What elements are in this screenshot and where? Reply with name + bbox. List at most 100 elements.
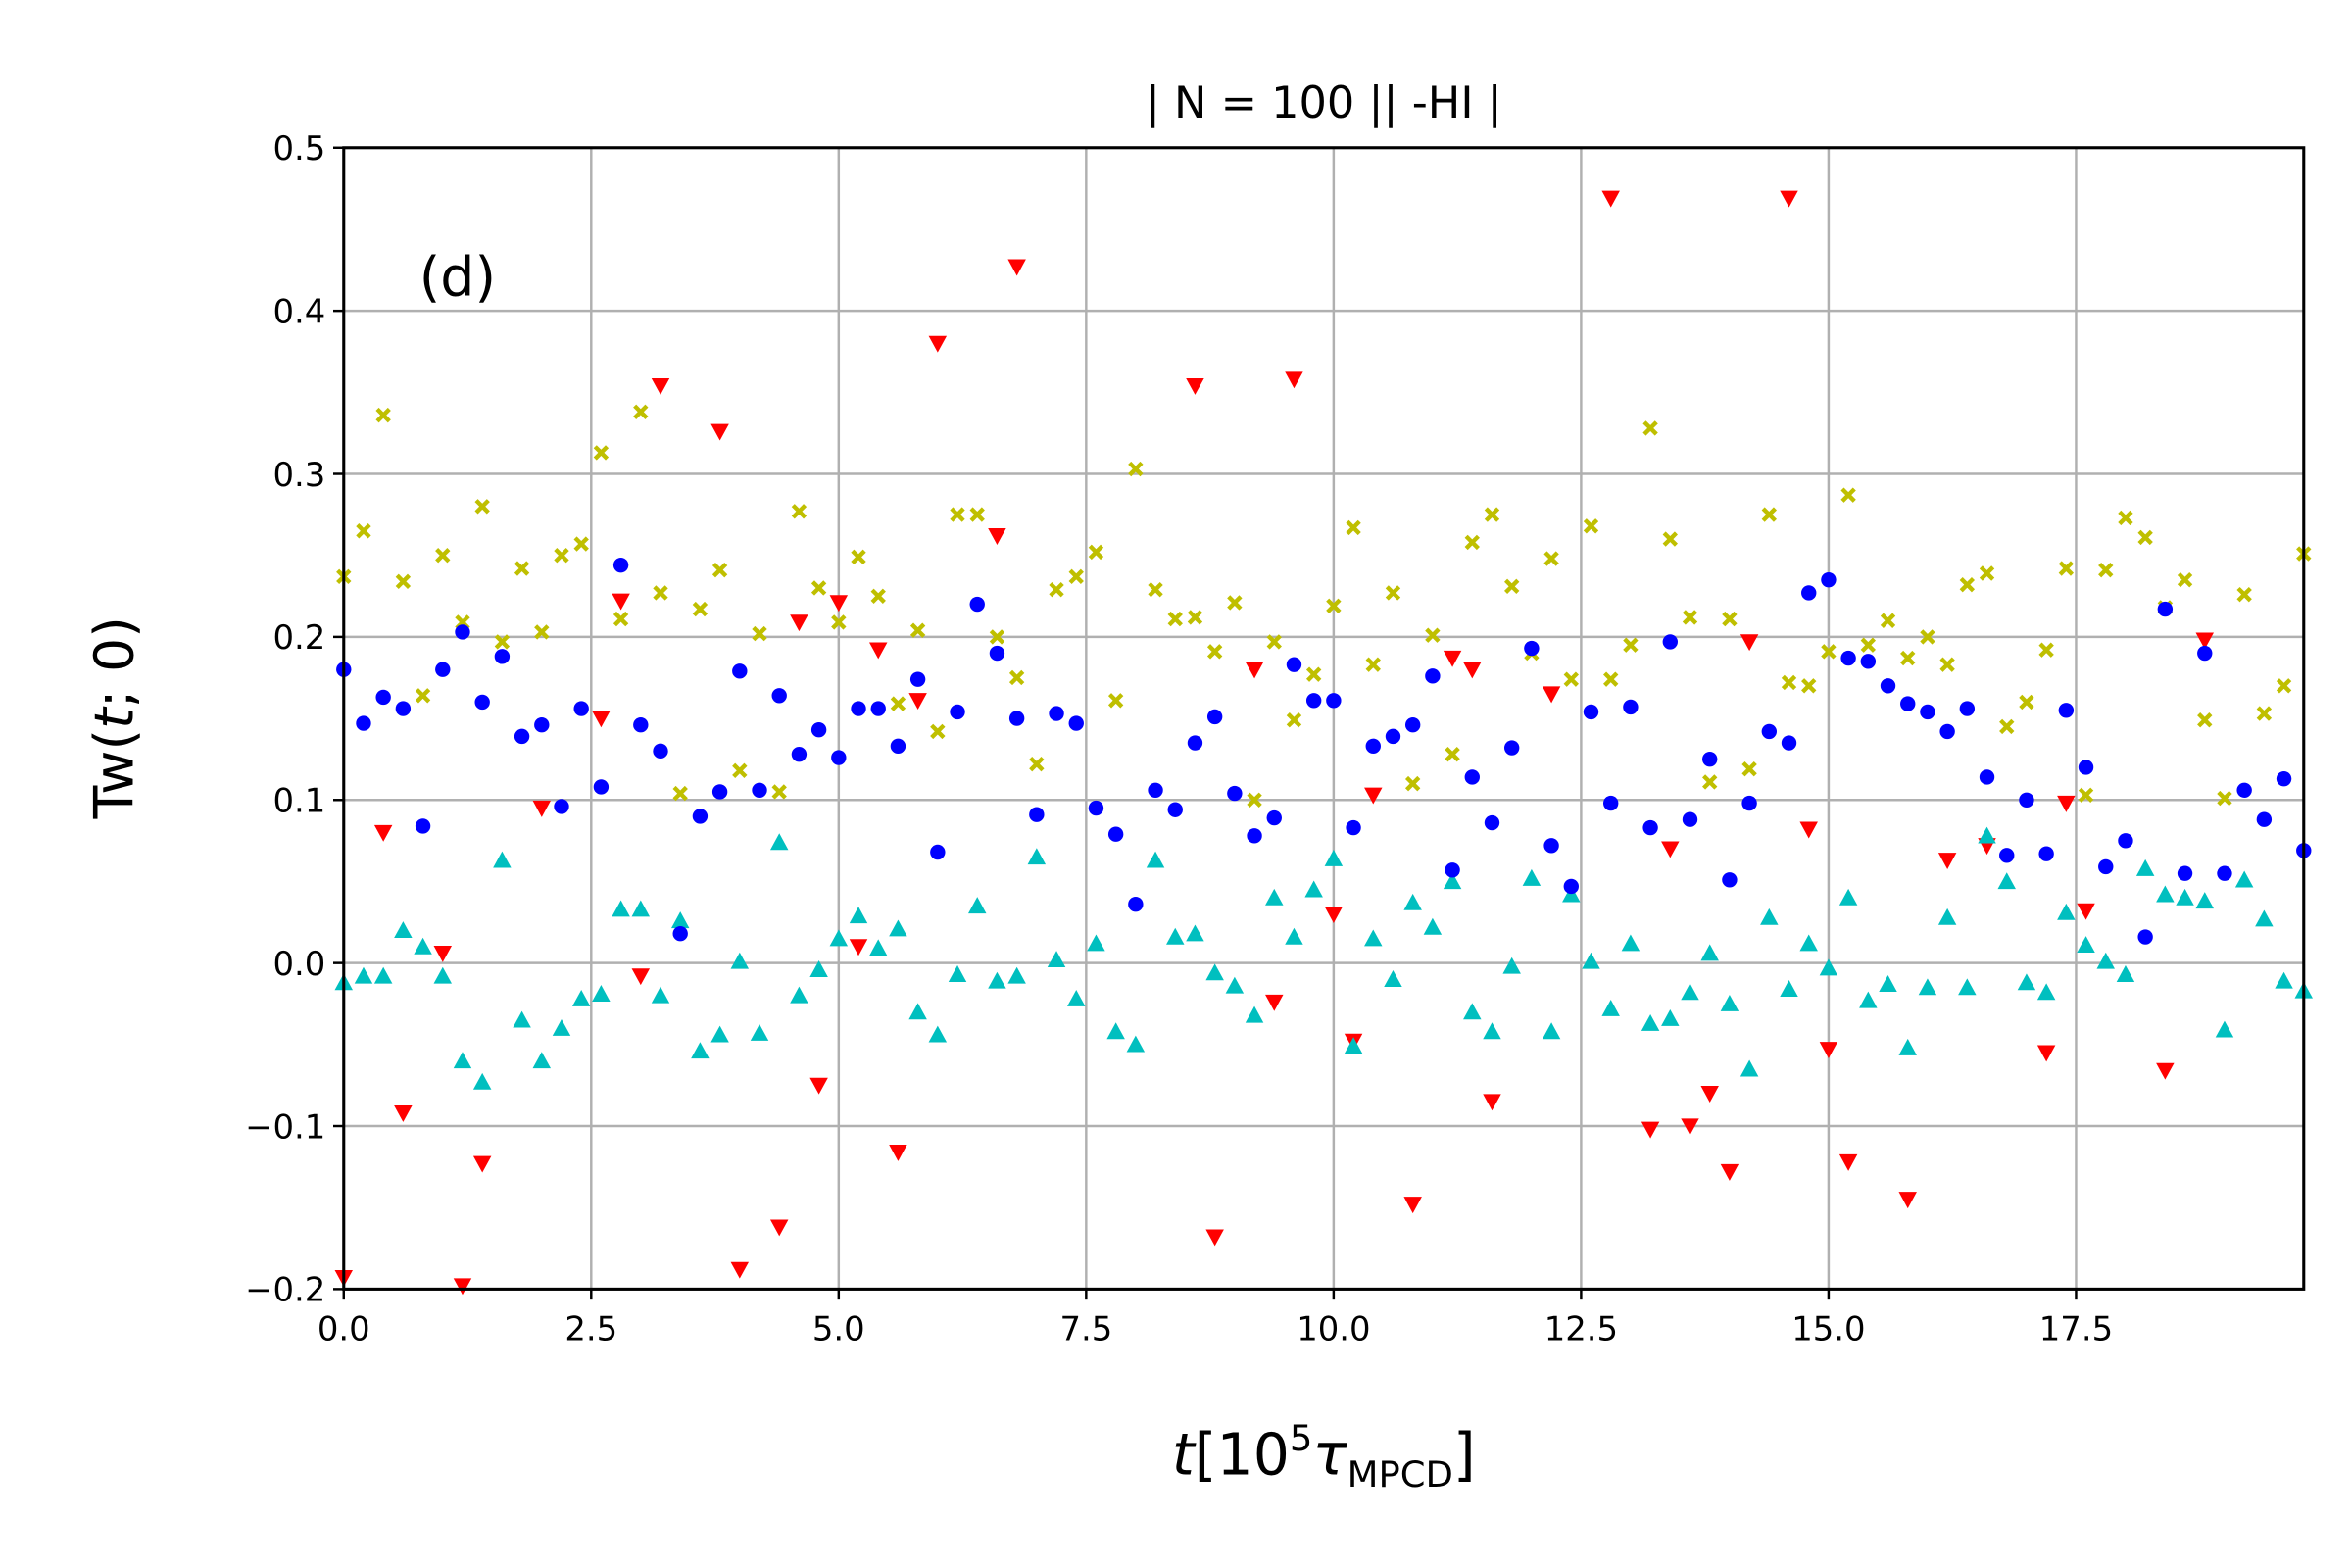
point	[1503, 578, 1520, 595]
point	[1920, 629, 1936, 645]
point	[433, 945, 453, 962]
point	[950, 507, 965, 522]
point	[1542, 686, 1561, 704]
point	[653, 743, 668, 760]
point	[2036, 1045, 2056, 1062]
point	[730, 1261, 750, 1279]
point	[969, 507, 985, 522]
point	[1761, 507, 1778, 522]
point	[1365, 657, 1381, 672]
point	[1126, 1035, 1146, 1053]
point	[908, 693, 927, 710]
point	[1900, 650, 1916, 666]
point	[1166, 927, 1185, 945]
point	[472, 1155, 492, 1173]
point	[1463, 662, 1482, 679]
point	[1247, 792, 1262, 808]
point	[1364, 929, 1383, 947]
point	[1364, 787, 1383, 805]
point	[1227, 785, 1243, 802]
point	[2156, 885, 2175, 903]
point	[868, 939, 888, 956]
point	[1999, 718, 2015, 735]
point	[2176, 888, 2194, 906]
point	[2078, 760, 2094, 775]
point	[1702, 774, 1718, 790]
point	[809, 960, 828, 977]
marks	[334, 190, 2313, 1296]
point	[769, 1219, 789, 1237]
point	[552, 1018, 571, 1036]
x-label-part: t	[1172, 1422, 1197, 1489]
x-label-part: ]	[1453, 1422, 1476, 1489]
point	[1007, 966, 1026, 984]
point	[1700, 1086, 1719, 1102]
point	[988, 528, 1006, 545]
point	[1187, 735, 1203, 751]
point	[890, 696, 906, 711]
point	[1344, 1037, 1363, 1054]
point	[1305, 693, 1322, 709]
point	[1206, 644, 1223, 660]
point	[1326, 693, 1342, 709]
point	[2036, 983, 2056, 1001]
point	[593, 445, 610, 461]
point	[711, 562, 728, 578]
x-axis-label: t[105τMPCD]	[1172, 1417, 1476, 1495]
point	[356, 523, 371, 539]
point	[1780, 980, 1798, 997]
point	[908, 1003, 927, 1020]
point	[1544, 838, 1559, 854]
point	[672, 785, 688, 802]
point	[2098, 562, 2114, 578]
point	[1761, 723, 1778, 740]
point	[1939, 657, 1955, 672]
ticks: 0.0 2.5 5.0 7.5 10.0 12.5 15.0 17.5 −0.2 −0.1 0.0 0…	[245, 129, 2113, 1348]
point	[930, 844, 946, 860]
point	[1958, 978, 1977, 996]
point	[1128, 897, 1144, 912]
y-tick-label: 0.3	[272, 456, 325, 494]
point	[1008, 669, 1025, 686]
point	[612, 900, 630, 917]
point	[810, 580, 827, 596]
point	[2058, 561, 2075, 576]
point	[435, 662, 451, 677]
point	[633, 717, 649, 733]
point	[1603, 795, 1619, 811]
point	[989, 629, 1005, 645]
point	[453, 1052, 472, 1069]
point	[1186, 377, 1204, 395]
point	[692, 601, 709, 617]
point	[1601, 190, 1620, 208]
point	[948, 965, 967, 982]
point	[670, 911, 690, 929]
point	[532, 800, 552, 817]
point	[1443, 872, 1462, 890]
point	[1205, 1229, 1224, 1247]
y-tick-label: 0.4	[272, 292, 325, 330]
point	[472, 1072, 492, 1090]
point	[1247, 828, 1262, 844]
point	[1484, 814, 1500, 831]
point	[455, 624, 470, 640]
point	[554, 548, 569, 564]
point	[1266, 809, 1282, 826]
point	[1445, 746, 1460, 762]
point	[1682, 610, 1698, 625]
point	[1029, 807, 1045, 822]
point	[2077, 936, 2095, 954]
point	[1623, 699, 1639, 715]
point	[1682, 811, 1698, 827]
point	[988, 971, 1006, 989]
point	[1544, 551, 1559, 566]
point	[1265, 888, 1284, 906]
point	[414, 937, 432, 955]
point	[752, 782, 767, 798]
point	[732, 762, 748, 779]
x-label-part: τ	[1312, 1422, 1348, 1489]
point	[493, 851, 512, 868]
point	[433, 966, 453, 984]
point	[612, 593, 630, 611]
point	[1403, 1197, 1422, 1214]
